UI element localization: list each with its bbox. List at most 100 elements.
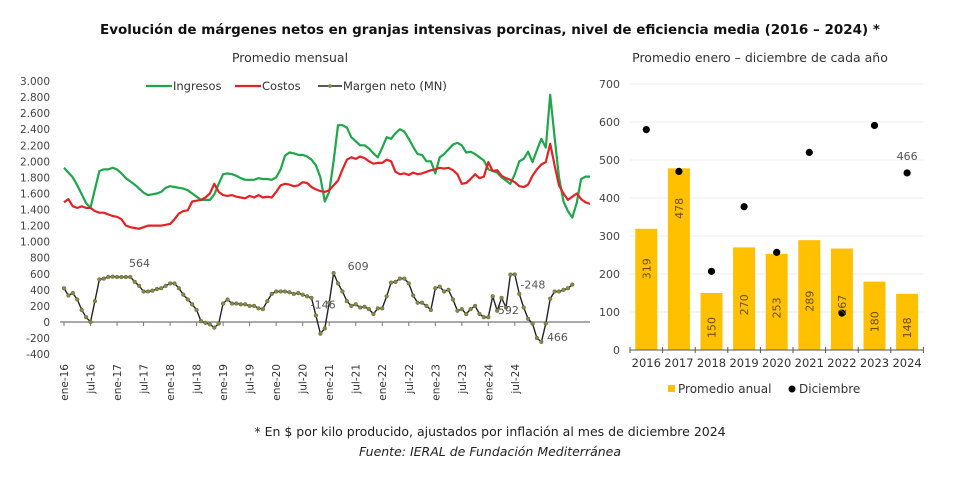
data-annotation: 609 bbox=[348, 260, 369, 273]
margin-point bbox=[145, 289, 151, 294]
margin-point bbox=[243, 302, 248, 307]
margin-point bbox=[251, 303, 257, 309]
margin-point bbox=[282, 289, 288, 294]
margin-point bbox=[296, 290, 301, 296]
margin-point bbox=[419, 300, 425, 305]
margin-point bbox=[570, 282, 575, 287]
y-tick-label: 400 bbox=[30, 285, 50, 297]
y-tick-label: 100 bbox=[599, 306, 620, 319]
margin-point bbox=[221, 301, 226, 306]
margin-point bbox=[428, 307, 433, 313]
x-tick-label: jul-21 bbox=[351, 364, 363, 395]
margin-point bbox=[344, 299, 349, 304]
margin-point bbox=[287, 290, 292, 295]
margin-point bbox=[556, 289, 562, 294]
margin-point bbox=[313, 313, 319, 318]
bar-2020 bbox=[765, 253, 788, 350]
x-tick-label: ene-23 bbox=[430, 364, 442, 401]
x-tick-label: ene-21 bbox=[324, 364, 336, 401]
december-dot-2021 bbox=[805, 148, 813, 156]
margin-point bbox=[216, 321, 221, 326]
december-dot-2023 bbox=[870, 121, 879, 130]
margin-point bbox=[468, 307, 473, 312]
x-tick-label: 2019 bbox=[729, 356, 758, 370]
margin-point bbox=[229, 301, 235, 306]
margin-point bbox=[442, 289, 447, 294]
margin-point bbox=[358, 305, 363, 310]
margin-point bbox=[406, 281, 411, 286]
margin-point bbox=[106, 274, 111, 280]
legend-label: Diciembre bbox=[799, 382, 860, 396]
margin-point bbox=[335, 281, 341, 286]
x-tick-label: jul-24 bbox=[510, 364, 522, 395]
margin-point bbox=[119, 274, 124, 280]
december-dot-2016 bbox=[642, 126, 650, 134]
x-tick-label: jul-23 bbox=[457, 364, 469, 395]
margin-point bbox=[543, 321, 548, 326]
margin-point bbox=[517, 291, 522, 296]
margin-point bbox=[437, 284, 442, 289]
margin-point bbox=[61, 286, 67, 291]
margin-point bbox=[415, 300, 420, 305]
legend-swatch-bar bbox=[668, 385, 675, 392]
footnote: * En $ por kilo producido, ajustados por… bbox=[254, 424, 726, 439]
y-tick-label: -200 bbox=[26, 333, 50, 345]
margin-point bbox=[305, 294, 310, 299]
margin-point bbox=[397, 276, 403, 281]
margin-point bbox=[402, 276, 407, 281]
margin-point bbox=[464, 311, 469, 317]
margin-point bbox=[477, 311, 482, 317]
dot-annotation: 466 bbox=[897, 150, 918, 163]
margin-point bbox=[433, 286, 438, 291]
legend-marker bbox=[328, 84, 332, 88]
y-tick-label: 200 bbox=[30, 301, 50, 313]
chart-title: Evolución de márgenes netos en granjas i… bbox=[100, 22, 880, 38]
margin-point bbox=[384, 294, 389, 299]
margin-point bbox=[123, 274, 128, 280]
x-tick-label: 2018 bbox=[697, 356, 726, 370]
bar-2017 bbox=[667, 168, 690, 350]
bars bbox=[635, 168, 919, 350]
legend-label: Promedio anual bbox=[678, 382, 771, 396]
x-tick-label: 2023 bbox=[860, 356, 889, 370]
margin-point bbox=[446, 287, 451, 292]
margin-point bbox=[411, 293, 416, 298]
margin-point bbox=[322, 326, 327, 331]
y-tick-label: 1.600 bbox=[20, 188, 50, 200]
december-dot-2024 bbox=[903, 169, 911, 177]
margin-point bbox=[88, 319, 93, 325]
margin-point bbox=[83, 315, 89, 320]
legend-label: Ingresos bbox=[173, 79, 222, 93]
margin-point bbox=[247, 303, 252, 309]
margin-point bbox=[101, 276, 106, 281]
x-tick-label: 2021 bbox=[795, 356, 824, 370]
margin-point bbox=[366, 307, 372, 312]
december-dot-2019 bbox=[740, 203, 748, 211]
margin-point bbox=[393, 279, 398, 284]
legend: Ingresos Costos Margen neto (MN) bbox=[146, 79, 447, 93]
ingresos-line bbox=[63, 93, 590, 219]
legend: Promedio anual Diciembre bbox=[668, 382, 860, 396]
margin-point bbox=[503, 305, 509, 310]
margin-point bbox=[459, 307, 464, 312]
annotations: 564 609 -146 592-248 466 bbox=[129, 257, 568, 344]
bar-value-label: 253 bbox=[771, 297, 784, 318]
margin-point bbox=[194, 307, 199, 313]
x-tick-label: ene-24 bbox=[483, 364, 495, 401]
bar-2022 bbox=[830, 248, 853, 350]
bar-2021 bbox=[798, 240, 821, 350]
left-chart-subtitle: Promedio mensual bbox=[231, 50, 349, 65]
y-tick-label: 700 bbox=[599, 78, 620, 91]
margin-point bbox=[508, 272, 513, 277]
x-tick-label: 2020 bbox=[762, 356, 791, 370]
y-tick-label: 600 bbox=[599, 116, 620, 129]
y-tick-label: 2.000 bbox=[20, 156, 50, 168]
bar-value-label: 270 bbox=[738, 294, 751, 315]
december-dot-2022 bbox=[838, 309, 846, 317]
margin-point bbox=[309, 295, 314, 300]
x-axis: 2016 2017 2018 2019 2020 2021 2022 2023 2024 bbox=[629, 347, 924, 370]
x-tick-label: ene-17 bbox=[112, 364, 124, 401]
bar-value-label: 478 bbox=[673, 198, 686, 219]
margin-point bbox=[154, 286, 159, 292]
x-tick-label: ene-20 bbox=[271, 364, 283, 401]
